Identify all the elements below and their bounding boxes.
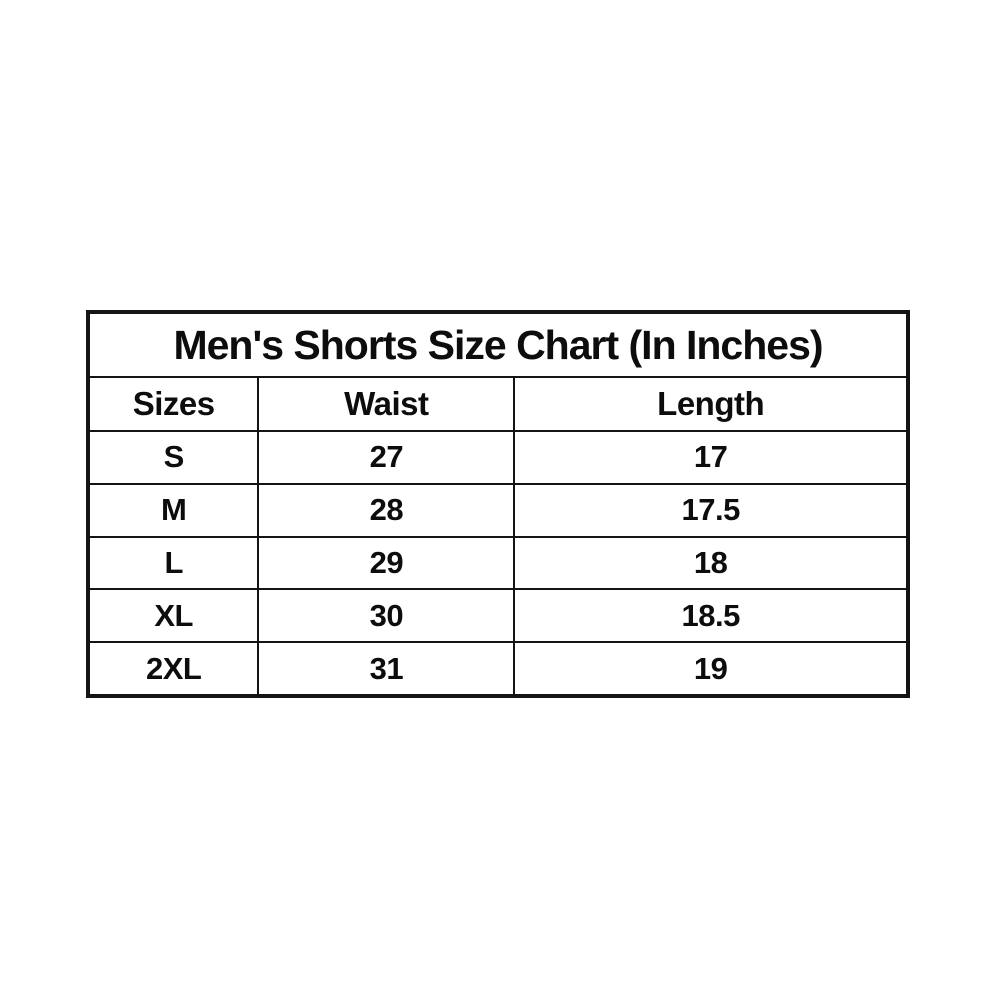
table-cell: 2XL xyxy=(89,642,259,695)
table-title-row: Men's Shorts Size Chart (In Inches) xyxy=(89,313,907,377)
table-cell: 17 xyxy=(514,431,907,484)
table-cell: L xyxy=(89,536,259,590)
column-header-sizes: Sizes xyxy=(89,377,259,431)
table-cell: 18 xyxy=(514,536,907,590)
column-header-length: Length xyxy=(514,377,907,431)
table-cell: 31 xyxy=(258,642,515,695)
table-cell: 30 xyxy=(258,589,515,643)
column-header-waist: Waist xyxy=(258,377,515,431)
table-title: Men's Shorts Size Chart (In Inches) xyxy=(89,313,907,377)
table-cell: 28 xyxy=(258,483,515,537)
table-row: 2XL 31 19 xyxy=(89,642,907,695)
table-row: XL 30 18.5 xyxy=(89,589,907,643)
table-cell: 17.5 xyxy=(514,483,907,537)
table-header-row: Sizes Waist Length xyxy=(89,377,907,431)
size-chart-table: Men's Shorts Size Chart (In Inches) Size… xyxy=(86,310,910,698)
table-cell: 27 xyxy=(258,431,515,484)
table-body: S 27 17 M 28 17.5 L 29 18 XL 30 18.5 2XL 31 19 xyxy=(89,431,907,695)
table-cell: S xyxy=(89,431,259,484)
table-row: M 28 17.5 xyxy=(89,483,907,537)
table-cell: 19 xyxy=(514,642,907,695)
table-cell: M xyxy=(89,483,259,537)
table-cell: 18.5 xyxy=(514,589,907,643)
table-row: S 27 17 xyxy=(89,431,907,484)
table-cell: 29 xyxy=(258,536,515,590)
table-cell: XL xyxy=(89,589,259,643)
table-row: L 29 18 xyxy=(89,536,907,590)
